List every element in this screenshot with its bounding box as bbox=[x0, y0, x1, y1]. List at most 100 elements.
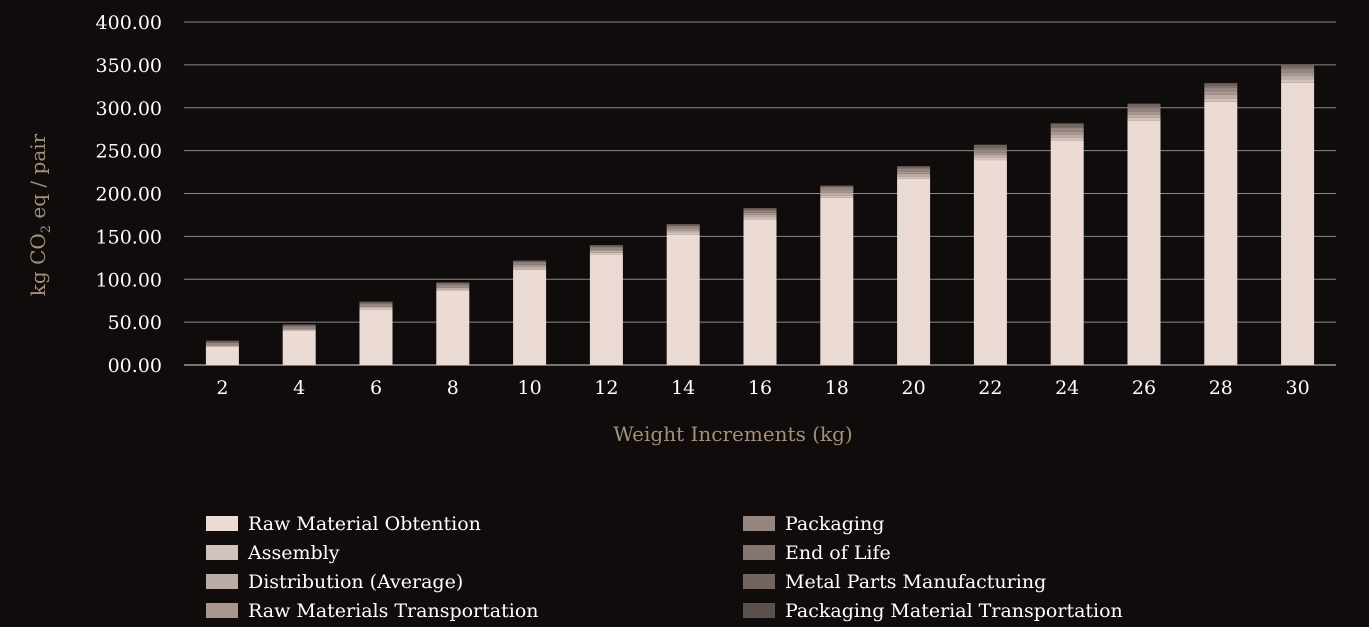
legend-label: Packaging Material Transportation bbox=[785, 600, 1123, 622]
bar-segment bbox=[1281, 67, 1315, 69]
x-tick-label: 12 bbox=[594, 377, 618, 399]
bar-segment bbox=[666, 225, 700, 227]
bar-segment bbox=[1204, 91, 1238, 95]
bar-segment bbox=[436, 284, 470, 287]
bar-segment bbox=[973, 152, 1007, 155]
x-tick-label: 10 bbox=[518, 377, 542, 399]
x-tick-label: 22 bbox=[978, 377, 1002, 399]
bar-segment bbox=[1127, 106, 1161, 109]
y-tick-label: 150.00 bbox=[96, 226, 162, 248]
bar-segment bbox=[1127, 111, 1161, 115]
bar-segment bbox=[205, 344, 239, 346]
bar-segment bbox=[666, 226, 700, 229]
x-tick-label: 6 bbox=[370, 377, 382, 399]
bars bbox=[205, 64, 1315, 365]
y-axis-title-subscript: 2 bbox=[39, 225, 54, 233]
bar-segment bbox=[820, 197, 854, 365]
bar-segment bbox=[513, 260, 547, 262]
bar-segment bbox=[1127, 120, 1161, 365]
bar-segment bbox=[973, 157, 1007, 161]
x-tick-label: 16 bbox=[748, 377, 772, 399]
bar-segment bbox=[743, 208, 777, 210]
legend-swatch bbox=[743, 574, 775, 589]
y-tick-label: 200.00 bbox=[96, 184, 162, 206]
bar-segment bbox=[1204, 94, 1238, 99]
bar-segment bbox=[1281, 76, 1315, 80]
x-tick-label: 28 bbox=[1209, 377, 1233, 399]
legend-swatch bbox=[743, 545, 775, 560]
bar-segment bbox=[1204, 101, 1238, 365]
bar-segment bbox=[436, 290, 470, 365]
bar-segment bbox=[666, 232, 700, 235]
bar-segment bbox=[820, 186, 854, 188]
bar-segment bbox=[359, 302, 393, 304]
legend-swatch bbox=[206, 545, 238, 560]
bar-segment bbox=[1050, 134, 1084, 138]
bar-segment bbox=[897, 178, 931, 365]
bar-segment bbox=[820, 190, 854, 193]
bar-segment bbox=[666, 230, 700, 233]
bar-segment bbox=[1281, 82, 1315, 365]
bar-segment bbox=[282, 330, 316, 365]
bar-segment bbox=[1127, 108, 1161, 112]
bar-segment bbox=[743, 219, 777, 365]
bar-segment bbox=[1127, 117, 1161, 121]
bar-segment bbox=[1050, 137, 1084, 141]
bar-segment bbox=[282, 325, 316, 327]
y-tick-label: 50.00 bbox=[108, 312, 162, 334]
bar-segment bbox=[743, 209, 777, 211]
bar-segment bbox=[205, 341, 239, 343]
bar-segment bbox=[820, 187, 854, 191]
bar-segment bbox=[589, 254, 623, 365]
bar-segment bbox=[1204, 87, 1238, 92]
bar-segment bbox=[436, 283, 470, 285]
bar-segment bbox=[666, 228, 700, 231]
bar-segment bbox=[1204, 83, 1238, 86]
bar-segment bbox=[820, 192, 854, 196]
bar-segment bbox=[359, 305, 393, 307]
x-tick-label: 14 bbox=[671, 377, 695, 399]
legend-swatch bbox=[206, 574, 238, 589]
x-tick-label: 26 bbox=[1132, 377, 1156, 399]
bar-segment bbox=[743, 214, 777, 218]
bar-segment bbox=[897, 176, 931, 179]
legend-label: Assembly bbox=[247, 542, 340, 564]
bar-segment bbox=[205, 342, 239, 345]
bar-segment bbox=[973, 160, 1007, 365]
bar-segment bbox=[973, 145, 1007, 148]
bar-segment bbox=[897, 171, 931, 174]
bar-segment bbox=[589, 245, 623, 247]
bar-segment bbox=[205, 346, 239, 347]
bar-segment bbox=[973, 147, 1007, 150]
bar-segment bbox=[897, 167, 931, 169]
bar-segment bbox=[743, 217, 777, 220]
legend-swatch bbox=[743, 516, 775, 531]
legend: Raw Material Obtention Assembly Distributi… bbox=[206, 513, 1123, 622]
bar-segment bbox=[1281, 72, 1315, 77]
bar-segment bbox=[359, 303, 393, 306]
bar-segment bbox=[359, 309, 393, 365]
legend-label: Metal Parts Manufacturing bbox=[785, 571, 1046, 593]
y-tick-label: 300.00 bbox=[96, 98, 162, 120]
x-axis-title: Weight Increments (kg) bbox=[613, 422, 852, 446]
legend-label: End of Life bbox=[785, 542, 891, 564]
legend-label: Packaging bbox=[785, 513, 884, 535]
legend-swatch bbox=[206, 603, 238, 618]
y-tick-label: 350.00 bbox=[96, 55, 162, 77]
legend-label: Raw Material Obtention bbox=[248, 513, 481, 535]
bar-segment bbox=[513, 269, 547, 365]
bar-segment bbox=[436, 289, 470, 291]
bar-segment bbox=[513, 268, 547, 270]
bar-segment bbox=[1281, 64, 1315, 68]
bar-segment bbox=[513, 261, 547, 263]
bar-segment bbox=[1050, 131, 1084, 135]
bar-segment bbox=[1050, 123, 1084, 127]
legend-label: Distribution (Average) bbox=[248, 571, 463, 593]
bar-segment bbox=[897, 166, 931, 168]
bar-segment bbox=[359, 301, 393, 303]
y-tick-label: 250.00 bbox=[96, 141, 162, 163]
bar-segment bbox=[743, 212, 777, 215]
bar-segment bbox=[436, 287, 470, 290]
bar-segment bbox=[1127, 103, 1161, 107]
